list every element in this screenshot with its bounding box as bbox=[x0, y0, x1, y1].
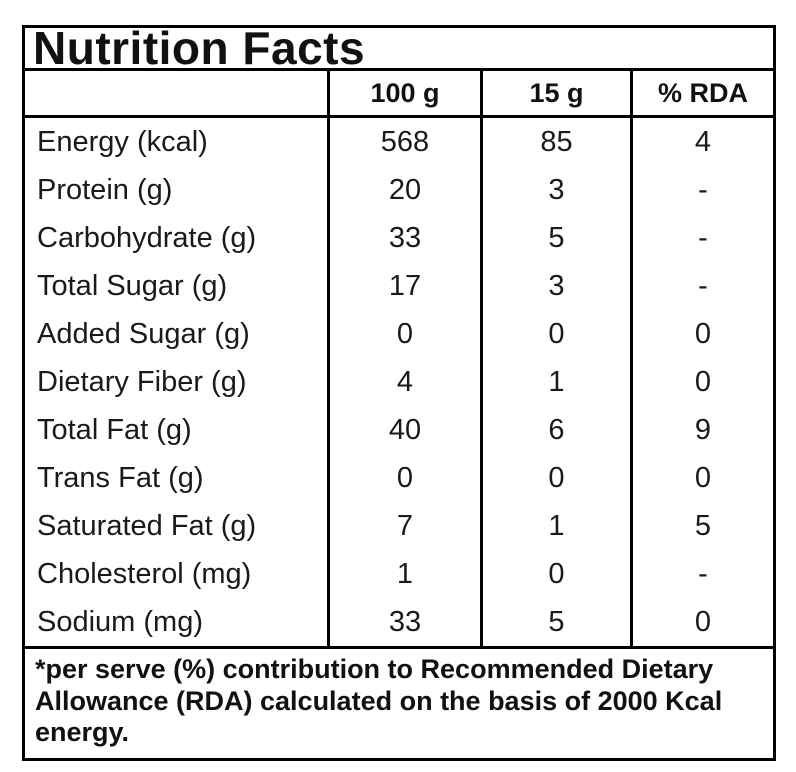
value-100g: 20 bbox=[327, 166, 480, 214]
nutrient-name: Total Sugar (g) bbox=[37, 269, 228, 302]
nutrient-name: Total Fat (g) bbox=[37, 413, 192, 446]
value-15g: 85 bbox=[480, 118, 630, 166]
value-100g: 17 bbox=[327, 262, 480, 310]
value-15g: 0 bbox=[480, 550, 630, 598]
value-rda: 0 bbox=[630, 454, 773, 502]
header-rda: % RDA bbox=[630, 71, 773, 118]
nutrient-name: Protein (g) bbox=[37, 173, 173, 206]
value-rda: 9 bbox=[630, 406, 773, 454]
nutrient-name: Cholesterol (mg) bbox=[37, 557, 252, 590]
value-100g: 0 bbox=[327, 310, 480, 358]
nutrient-name: Sodium (mg) bbox=[37, 605, 203, 638]
value-rda: 4 bbox=[630, 118, 773, 166]
header-blank-cell bbox=[25, 71, 327, 118]
nutrition-grid: 100 g 15 g % RDA Energy (kcal) 568 85 4 … bbox=[25, 71, 773, 646]
nutrient-name: Added Sugar (g) bbox=[37, 317, 250, 350]
value-15g: 5 bbox=[480, 598, 630, 646]
value-15g: 3 bbox=[480, 262, 630, 310]
value-100g: 1 bbox=[327, 550, 480, 598]
value-100g: 33 bbox=[327, 214, 480, 262]
header-per-serve: 15 g bbox=[480, 71, 630, 118]
value-100g: 40 bbox=[327, 406, 480, 454]
nutrient-name: Saturated Fat (g) bbox=[37, 509, 257, 542]
value-100g: 568 bbox=[327, 118, 480, 166]
value-rda: - bbox=[630, 550, 773, 598]
nutrition-facts-title: Nutrition Facts bbox=[25, 28, 773, 71]
value-15g: 3 bbox=[480, 166, 630, 214]
nutrient-name: Trans Fat (g) bbox=[37, 461, 204, 494]
value-rda: 0 bbox=[630, 358, 773, 406]
value-rda: 0 bbox=[630, 598, 773, 646]
value-100g: 7 bbox=[327, 502, 480, 550]
nutrient-name: Carbohydrate (g) bbox=[37, 221, 257, 254]
value-15g: 1 bbox=[480, 358, 630, 406]
value-rda: - bbox=[630, 214, 773, 262]
value-15g: 5 bbox=[480, 214, 630, 262]
value-100g: 0 bbox=[327, 454, 480, 502]
value-rda: 0 bbox=[630, 310, 773, 358]
value-rda: - bbox=[630, 166, 773, 214]
rda-footnote: *per serve (%) contribution to Recommend… bbox=[25, 646, 773, 758]
value-rda: 5 bbox=[630, 502, 773, 550]
value-15g: 1 bbox=[480, 502, 630, 550]
value-15g: 0 bbox=[480, 454, 630, 502]
value-100g: 4 bbox=[327, 358, 480, 406]
value-rda: - bbox=[630, 262, 773, 310]
nutrient-name: Energy (kcal) bbox=[37, 125, 208, 158]
value-15g: 0 bbox=[480, 310, 630, 358]
nutrition-facts-table: Nutrition Facts 100 g 15 g % RDA Energy … bbox=[22, 25, 776, 761]
value-100g: 33 bbox=[327, 598, 480, 646]
value-15g: 6 bbox=[480, 406, 630, 454]
nutrient-name: Dietary Fiber (g) bbox=[37, 365, 247, 398]
header-per-100g: 100 g bbox=[327, 71, 480, 118]
